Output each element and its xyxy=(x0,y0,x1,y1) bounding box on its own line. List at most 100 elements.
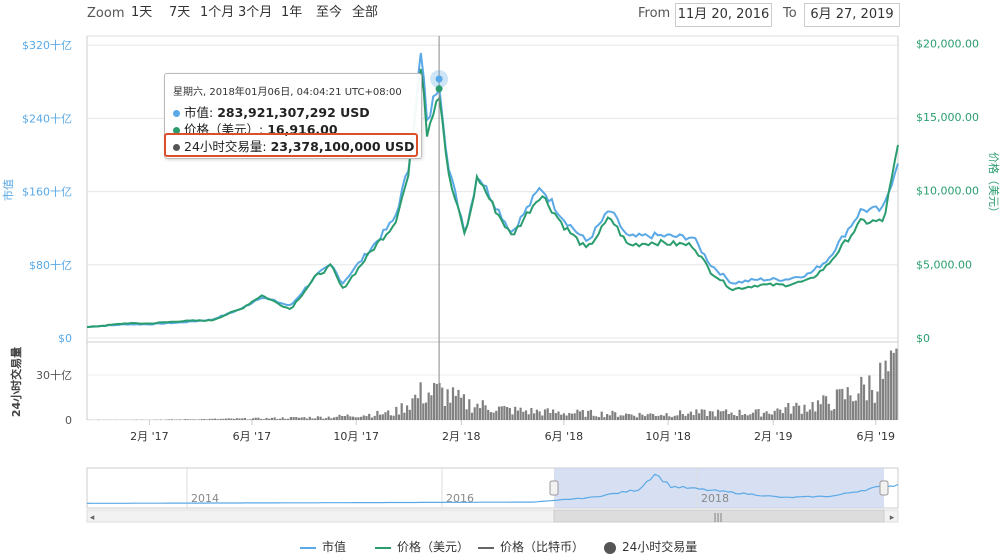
volume-bar xyxy=(306,419,308,420)
volume-bar xyxy=(190,420,192,421)
volume-bar xyxy=(674,416,676,420)
volume-bar xyxy=(401,403,403,420)
volume-tick-label: 30十亿 xyxy=(36,368,72,382)
volume-bar xyxy=(766,411,768,420)
volume-bar xyxy=(603,417,605,420)
volume-bar xyxy=(639,413,641,420)
volume-bar xyxy=(428,393,430,420)
legend-price-btc[interactable]: 价格（比特币） xyxy=(478,538,584,555)
volume-bar xyxy=(252,418,254,420)
volume-bar xyxy=(763,413,765,420)
volume-bar xyxy=(330,418,332,420)
legend-market-cap[interactable]: 市值 xyxy=(300,538,346,555)
volume-bar xyxy=(882,379,884,420)
volume-bar xyxy=(379,415,381,420)
volume-bar xyxy=(471,413,473,420)
volume-bar xyxy=(649,413,651,420)
volume-bar xyxy=(487,410,489,420)
y-left-tick-label: $160十亿 xyxy=(22,185,72,199)
volume-bar xyxy=(868,376,870,421)
volume-bar xyxy=(225,419,227,420)
legend-price-usd[interactable]: 价格（美元） xyxy=(375,538,469,555)
legend-volume-label: 24小时交易量 xyxy=(622,540,697,554)
scroll-right-arrow-icon: ▸ xyxy=(890,513,895,523)
volume-bar xyxy=(376,411,378,420)
volume-bar xyxy=(236,418,238,420)
volume-bar xyxy=(566,416,568,421)
volume-bar xyxy=(233,419,235,420)
volume-bar xyxy=(817,400,819,420)
volume-bar xyxy=(739,410,741,420)
volume-bar xyxy=(179,419,181,420)
volume-bar xyxy=(793,406,795,420)
volume-bar xyxy=(693,415,695,420)
volume-bar xyxy=(422,403,424,420)
volume-bar xyxy=(344,416,346,420)
volume-bar xyxy=(747,415,749,420)
volume-bar xyxy=(890,351,892,421)
y-right-axis-title: 价格（美元） xyxy=(987,152,1000,218)
legend-volume[interactable]: 24小时交易量 xyxy=(604,538,697,555)
volume-bar xyxy=(493,413,495,420)
volume-bar xyxy=(644,416,646,420)
volume-bar xyxy=(241,418,243,420)
volume-bar xyxy=(276,419,278,420)
volume-bar xyxy=(749,414,751,420)
volume-bar xyxy=(790,414,792,420)
volume-bar xyxy=(860,377,862,420)
volume-bar xyxy=(271,418,273,420)
volume-bar xyxy=(309,417,311,420)
volume-bar xyxy=(571,414,573,420)
volume-bar xyxy=(774,411,776,420)
volume-bar xyxy=(633,416,635,420)
volume-bar xyxy=(355,417,357,420)
volume-tick-label: 0 xyxy=(65,414,72,427)
volume-bar xyxy=(647,414,649,420)
volume-bar xyxy=(620,415,622,420)
volume-bar xyxy=(595,416,597,420)
volume-bar xyxy=(533,413,535,420)
volume-bar xyxy=(830,410,832,420)
volume-bar xyxy=(706,416,708,420)
volume-bar xyxy=(238,418,240,420)
volume-dot-legend-icon xyxy=(604,542,616,554)
volume-bar xyxy=(352,417,354,420)
navigator-year-label: 2018 xyxy=(701,492,729,505)
volume-bar xyxy=(192,419,194,420)
volume-bar xyxy=(403,413,405,420)
volume-bar xyxy=(436,384,438,420)
volume-bar xyxy=(744,414,746,420)
volume-bar xyxy=(568,413,570,420)
volume-bar xyxy=(338,415,340,420)
volume-bar xyxy=(268,419,270,420)
volume-bar xyxy=(260,419,262,420)
y-left-tick-label: $240十亿 xyxy=(22,111,72,125)
volume-bar xyxy=(479,408,481,420)
y-left-tick-label: $320十亿 xyxy=(22,38,72,52)
volume-bar xyxy=(357,417,359,420)
volume-bar xyxy=(287,419,289,420)
volume-bar xyxy=(220,419,222,420)
volume-bar xyxy=(539,411,541,420)
legend-price-usd-label: 价格（美元） xyxy=(397,540,469,554)
volume-bar xyxy=(466,409,468,420)
volume-bar xyxy=(290,417,292,420)
navigator-right-handle xyxy=(880,481,888,495)
volume-bar xyxy=(411,398,413,420)
y-right-tick-label: $0 xyxy=(916,332,930,345)
volume-bar xyxy=(798,406,800,420)
x-tick-label: 10月 '18 xyxy=(645,430,691,443)
volume-bar xyxy=(430,395,432,420)
volume-bar xyxy=(609,415,611,420)
volume-bar xyxy=(660,415,662,420)
volume-bar xyxy=(885,361,887,420)
volume-bar xyxy=(214,419,216,420)
volume-bar xyxy=(298,418,300,420)
volume-bar xyxy=(579,411,581,420)
x-tick-label: 6月 '18 xyxy=(545,430,584,443)
volume-bar xyxy=(590,410,592,420)
volume-bar xyxy=(452,387,454,420)
volume-bar xyxy=(317,416,319,420)
